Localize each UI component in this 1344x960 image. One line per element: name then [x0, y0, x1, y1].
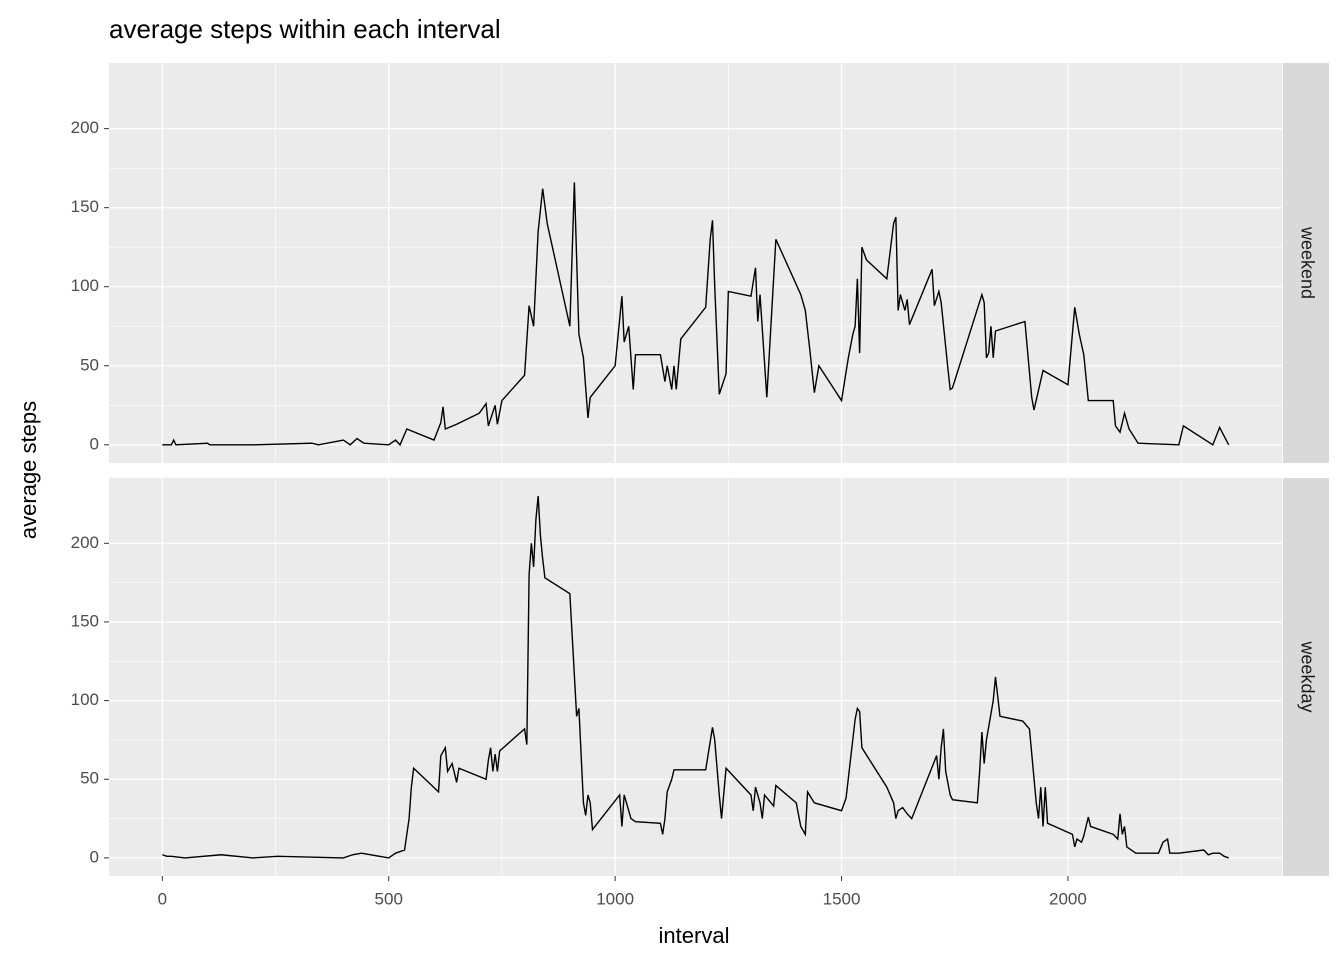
data-line: [162, 496, 1229, 859]
facet-strip: [1283, 478, 1329, 876]
x-tick-label: 1000: [596, 889, 634, 908]
y-tick-label: 100: [71, 690, 99, 709]
panel-background: [109, 478, 1282, 876]
x-tick-label: 0: [158, 889, 167, 908]
x-tick-label: 1500: [823, 889, 861, 908]
facet-label: weekend: [1297, 226, 1317, 299]
y-tick-label: 50: [80, 769, 99, 788]
x-tick-label: 2000: [1049, 889, 1087, 908]
facet-strip: [1283, 63, 1329, 463]
y-axis-label: average steps: [16, 401, 41, 539]
y-tick-label: 0: [90, 434, 99, 453]
panel-background: [109, 63, 1282, 463]
chart-title: average steps within each interval: [109, 14, 501, 44]
y-tick-label: 150: [71, 197, 99, 216]
facet-label: weekday: [1297, 640, 1317, 712]
y-tick-label: 0: [90, 847, 99, 866]
y-tick-label: 100: [71, 276, 99, 295]
y-tick-label: 150: [71, 611, 99, 630]
y-tick-label: 50: [80, 355, 99, 374]
y-tick-label: 200: [71, 533, 99, 552]
data-line: [162, 182, 1230, 447]
y-tick-label: 200: [71, 118, 99, 137]
x-axis-label: interval: [659, 923, 730, 948]
x-tick-label: 500: [375, 889, 403, 908]
